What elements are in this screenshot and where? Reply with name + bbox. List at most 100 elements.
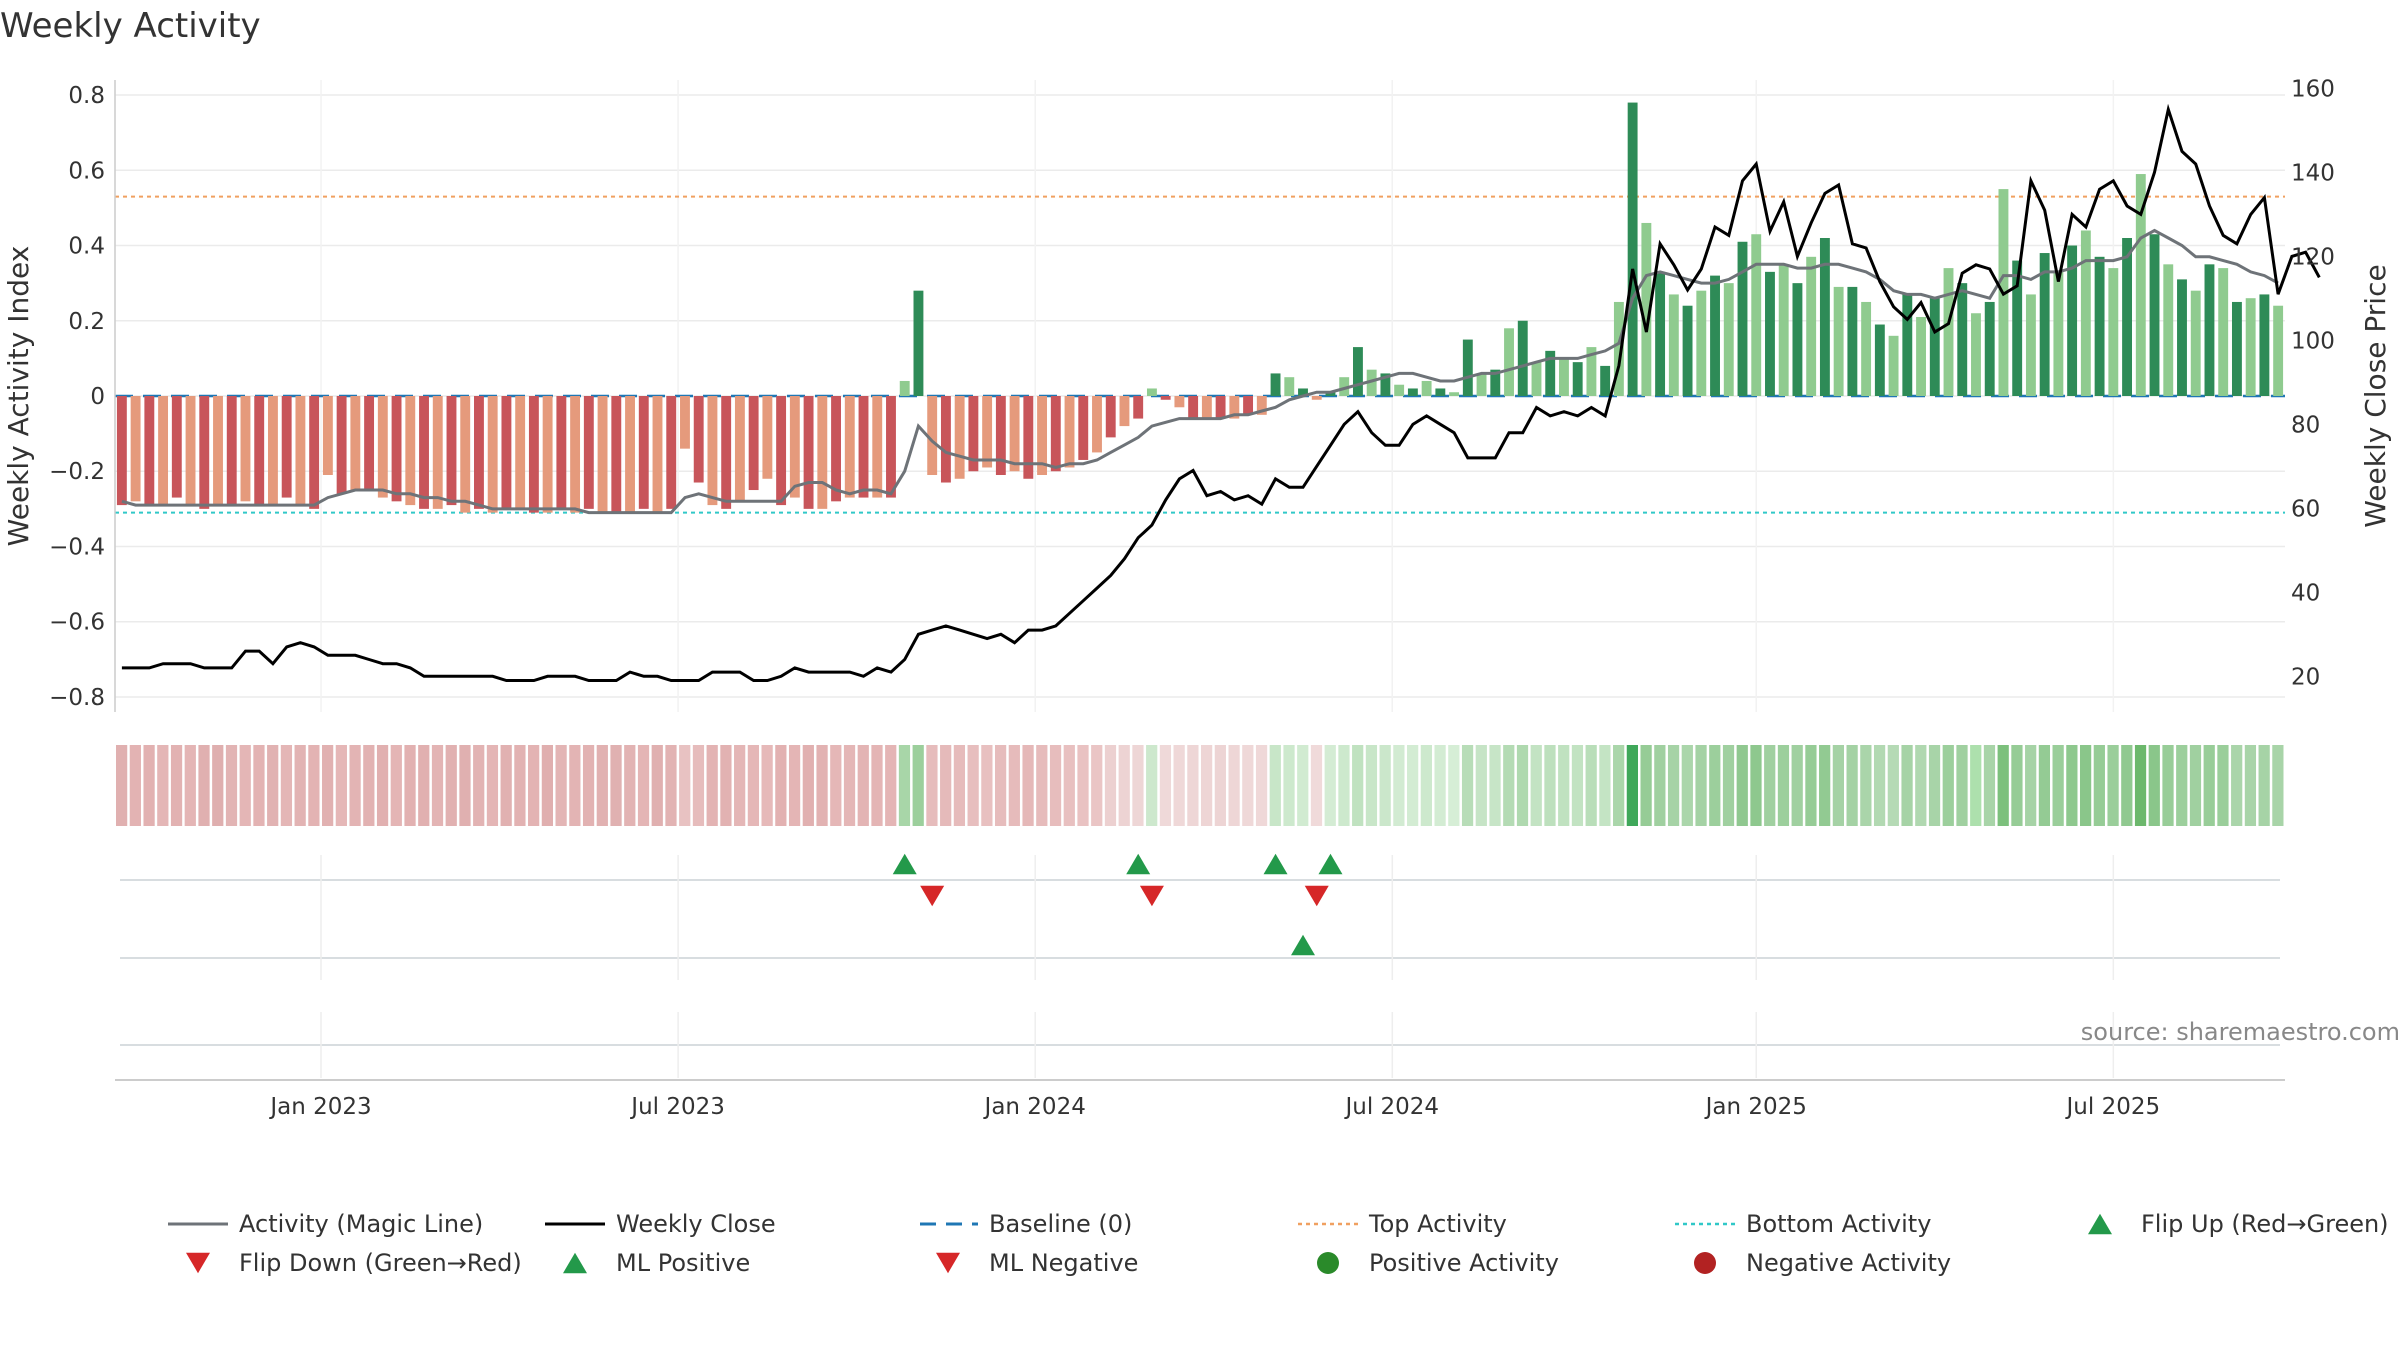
strip-cell xyxy=(1434,745,1446,826)
activity-bar xyxy=(1078,396,1089,460)
activity-bar xyxy=(1366,369,1377,396)
y-right-tick-label: 140 xyxy=(2291,160,2335,186)
strip-cell xyxy=(1599,745,1611,826)
strip-cell xyxy=(651,745,663,826)
activity-bar xyxy=(1133,396,1144,419)
strip-cell xyxy=(363,745,375,826)
strip-cell xyxy=(788,745,801,826)
strip-cell xyxy=(1297,745,1309,826)
activity-bar xyxy=(2039,253,2050,396)
activity-bar xyxy=(377,396,388,498)
activity-bar xyxy=(1613,301,1624,396)
flip-up-marker xyxy=(892,853,917,875)
strip-cell xyxy=(1146,745,1158,826)
strip-cell xyxy=(1750,745,1762,826)
strip-cell xyxy=(843,745,856,826)
strip-cell xyxy=(184,745,196,826)
activity-bar xyxy=(995,396,1006,475)
strip-cell xyxy=(1736,745,1748,826)
strip-cell xyxy=(2052,745,2064,826)
activity-bar xyxy=(391,396,402,502)
activity-bar xyxy=(2245,298,2256,396)
strip-cell xyxy=(665,745,677,826)
strip-cell xyxy=(2121,745,2133,826)
strip-cell xyxy=(1722,745,1735,826)
y-right-tick-label: 40 xyxy=(2291,580,2320,606)
activity-bar xyxy=(940,396,951,483)
strip-cell xyxy=(610,745,622,826)
activity-bar xyxy=(542,396,553,513)
strip-cell xyxy=(871,745,883,826)
strip-cell xyxy=(582,745,595,826)
activity-bar xyxy=(1146,388,1157,396)
activity-bar xyxy=(556,396,567,509)
activity-bar xyxy=(611,396,622,513)
strip-cell xyxy=(2203,745,2215,826)
strip-cell xyxy=(1613,745,1625,826)
strip-cell xyxy=(2217,745,2229,826)
activity-bar xyxy=(1188,396,1199,419)
strip-cell xyxy=(1901,745,1913,826)
activity-bar xyxy=(1902,294,1913,396)
strip-cell xyxy=(1873,745,1886,826)
strip-cell xyxy=(541,745,553,826)
activity-bar xyxy=(2067,245,2078,396)
activity-bar xyxy=(886,396,896,498)
strip-cell xyxy=(637,745,650,826)
strip-cell xyxy=(2025,745,2037,826)
flip-down-marker xyxy=(1304,885,1329,907)
legend-label: Flip Up (Red→Green) xyxy=(2141,1210,2389,1238)
activity-bar xyxy=(1943,268,1954,396)
strip-cell xyxy=(143,745,155,826)
strip-cell xyxy=(1187,745,1199,826)
activity-bar xyxy=(1105,396,1116,438)
strip-cell xyxy=(225,745,238,826)
activity-bar xyxy=(1311,396,1322,400)
strip-cell xyxy=(1819,745,1831,826)
activity-bar xyxy=(1572,362,1583,396)
strip-cell xyxy=(1063,745,1075,826)
activity-bar xyxy=(1517,320,1528,396)
activity-bar xyxy=(570,396,581,513)
activity-bar xyxy=(432,396,443,509)
activity-bar xyxy=(254,396,265,506)
activity-bar xyxy=(2259,294,2270,396)
activity-bar xyxy=(707,396,718,506)
activity-bar xyxy=(762,396,773,479)
strip-cell xyxy=(1022,745,1034,826)
strip-cell xyxy=(1764,745,1776,826)
strip-cell xyxy=(953,745,966,826)
strip-cell xyxy=(994,745,1007,826)
flip-up-marker xyxy=(1263,853,1288,875)
activity-bar xyxy=(1462,339,1473,396)
activity-bar xyxy=(240,396,251,502)
y-right-tick-label: 60 xyxy=(2291,496,2320,522)
strip-cell xyxy=(528,745,540,826)
strip-cell xyxy=(2134,745,2147,826)
strip-cell xyxy=(1283,745,1295,826)
strip-cell xyxy=(1681,745,1693,826)
strip-cell xyxy=(335,745,347,826)
x-tick-label: Jul 2023 xyxy=(629,1094,725,1120)
activity-bar xyxy=(1806,256,1817,396)
activity-bar xyxy=(528,396,539,513)
legend-swatch xyxy=(1694,1252,1716,1274)
x-tick-label: Jan 2025 xyxy=(1704,1094,1807,1120)
activity-bar xyxy=(1449,392,1460,396)
strip-cell xyxy=(1489,745,1501,826)
legend-label: Weekly Close xyxy=(616,1210,776,1238)
strip-cell xyxy=(1338,745,1350,826)
activity-bar xyxy=(1971,313,1981,396)
activity-bar xyxy=(721,396,732,509)
activity-bar xyxy=(1270,373,1281,396)
strip-cell xyxy=(2079,745,2092,826)
activity-bar xyxy=(1119,396,1130,427)
activity-strip xyxy=(116,745,2284,826)
y-left-tick-label: −0.2 xyxy=(49,459,105,485)
activity-bar xyxy=(322,396,333,475)
strip-cell xyxy=(802,745,814,826)
activity-bar xyxy=(1352,347,1363,396)
activity-bar xyxy=(858,396,869,498)
strip-cell xyxy=(1091,745,1103,826)
